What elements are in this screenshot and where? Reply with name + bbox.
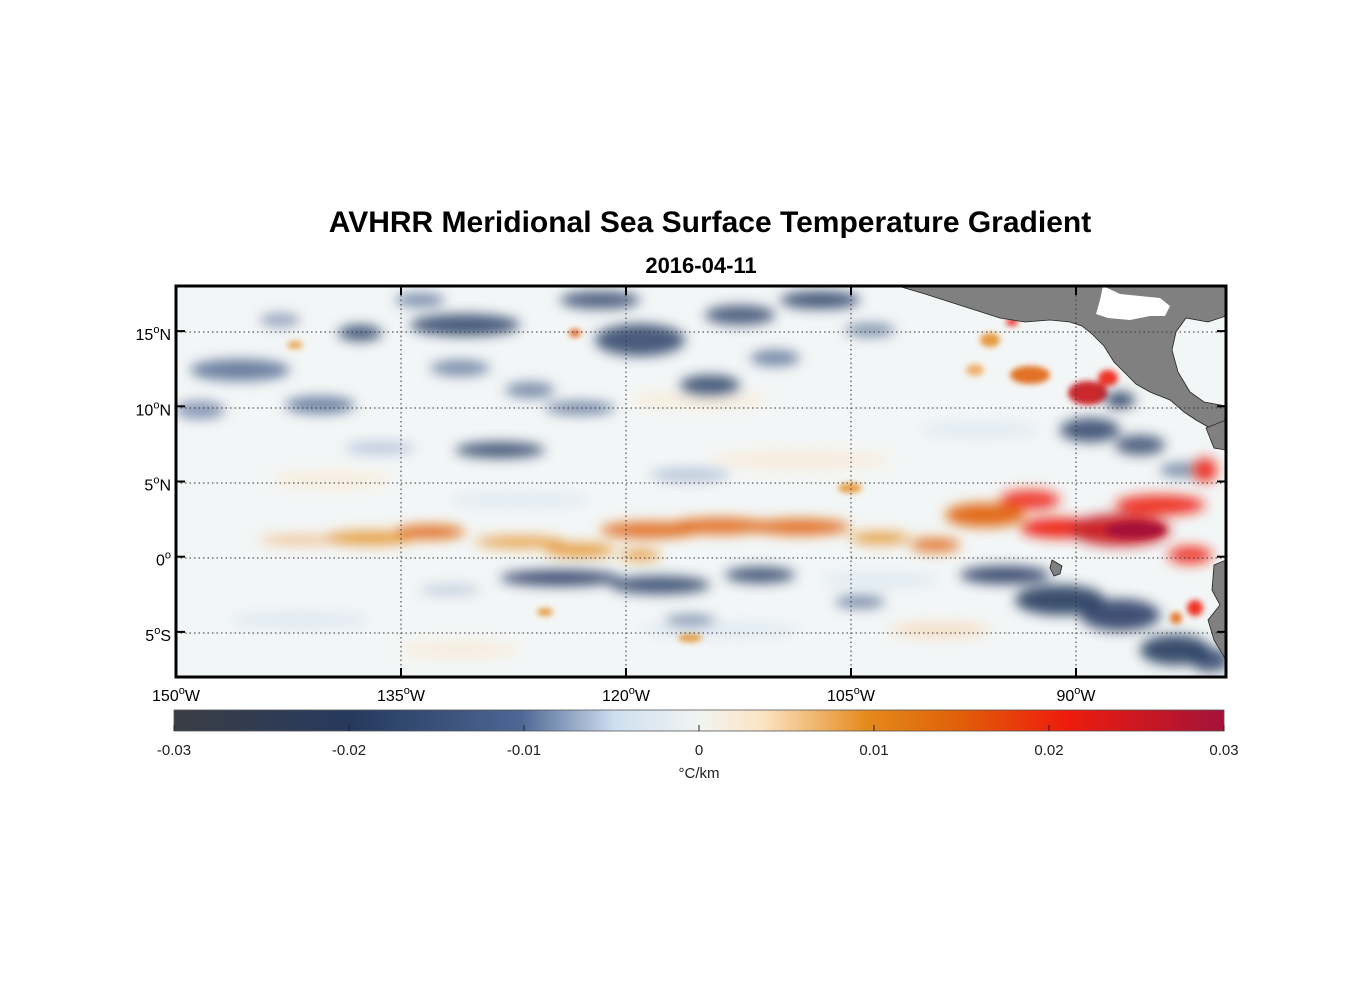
colorbar-tick-label: 0.01 bbox=[859, 742, 888, 759]
colorbar-tick-label: -0.02 bbox=[332, 742, 366, 759]
y-tick-label: 5oN bbox=[144, 475, 171, 495]
gradient-field bbox=[176, 286, 1226, 677]
x-tick-label: 90oW bbox=[1056, 685, 1096, 705]
chart-title: AVHRR Meridional Sea Surface Temperature… bbox=[328, 206, 1092, 239]
colorbar-tick-label: -0.03 bbox=[157, 742, 191, 759]
colorbar-tick-label: 0.03 bbox=[1209, 742, 1238, 759]
land-ecuador-peru bbox=[1207, 559, 1226, 661]
x-tick-label: 105oW bbox=[827, 685, 876, 705]
colorbar-unit-label: °C/km bbox=[679, 765, 720, 782]
colorbar-tick-label: 0.02 bbox=[1034, 742, 1063, 759]
y-tick-label: 10oN bbox=[136, 399, 171, 419]
land-galapagos bbox=[1049, 559, 1063, 577]
x-tick-label: 150oW bbox=[152, 685, 201, 705]
land-gulf-of-panama bbox=[1096, 286, 1170, 320]
x-tick-label: 135oW bbox=[377, 685, 426, 705]
colorbar-ticks: -0.03 -0.02 -0.01 0 0.01 0.02 0.03 bbox=[157, 725, 1239, 759]
chart-subtitle: 2016-04-11 bbox=[645, 253, 757, 278]
colorbar-tick-label: -0.01 bbox=[507, 742, 541, 759]
y-axis-ticks: 15oN 10oN 5oN 0o 5oS bbox=[136, 324, 1226, 645]
y-tick-label: 15oN bbox=[136, 324, 171, 344]
y-tick-label: 5oS bbox=[145, 625, 171, 645]
land-colombia bbox=[1205, 419, 1226, 451]
x-tick-label: 120oW bbox=[602, 685, 651, 705]
colorbar-tick-label: 0 bbox=[695, 742, 703, 759]
y-tick-label: 0o bbox=[156, 550, 171, 570]
x-axis-ticks: 150oW 135oW 120oW 105oW 90oW bbox=[152, 286, 1096, 705]
